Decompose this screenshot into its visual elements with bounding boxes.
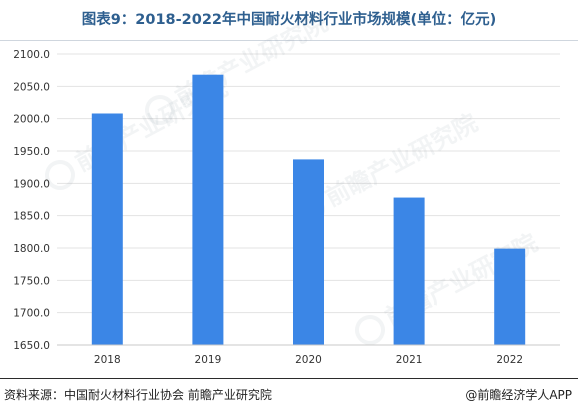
- bar-2022: [494, 248, 526, 345]
- y-tick-label: 2050.0: [13, 81, 50, 93]
- credit-note: @前瞻经济学人APP: [465, 388, 572, 402]
- x-tick-label: 2022: [496, 354, 523, 366]
- chart-title: 图表9：2018-2022年中国耐火材料行业市场规模(单位：亿元): [81, 12, 497, 28]
- title-divider: [0, 40, 578, 41]
- y-tick-label: 1950.0: [13, 146, 50, 158]
- y-tick-label: 2100.0: [13, 49, 50, 61]
- footer-divider: [0, 378, 578, 379]
- bar-2018: [91, 113, 123, 345]
- svg-text:前瞻产业研究院: 前瞻产业研究院: [321, 108, 482, 212]
- y-tick-label: 1850.0: [13, 211, 50, 223]
- x-tick-label: 2021: [396, 354, 423, 366]
- y-tick-label: 2000.0: [13, 114, 50, 126]
- y-tick-label: 1700.0: [13, 308, 50, 320]
- bar-2019: [192, 74, 224, 346]
- bar-2020: [293, 159, 324, 345]
- y-tick-label: 1750.0: [13, 275, 50, 287]
- bars: [91, 74, 526, 346]
- y-axis-ticks: 2100.0 2050.0 2000.0 1950.0 1900.0 1850.0 1800…: [13, 49, 50, 352]
- y-tick-label: 1800.0: [13, 243, 50, 255]
- x-tick-label: 2019: [195, 354, 222, 366]
- source-note: 资料来源：中国耐火材料行业协会 前瞻产业研究院: [4, 388, 272, 402]
- y-tick-label: 1650.0: [13, 340, 50, 352]
- x-axis-ticks: 2018 2019 2020 2021 2022: [94, 354, 523, 366]
- x-tick-label: 2018: [94, 354, 121, 366]
- y-tick-label: 1900.0: [13, 178, 50, 190]
- x-tick-label: 2020: [295, 354, 322, 366]
- bar-2021: [393, 197, 425, 345]
